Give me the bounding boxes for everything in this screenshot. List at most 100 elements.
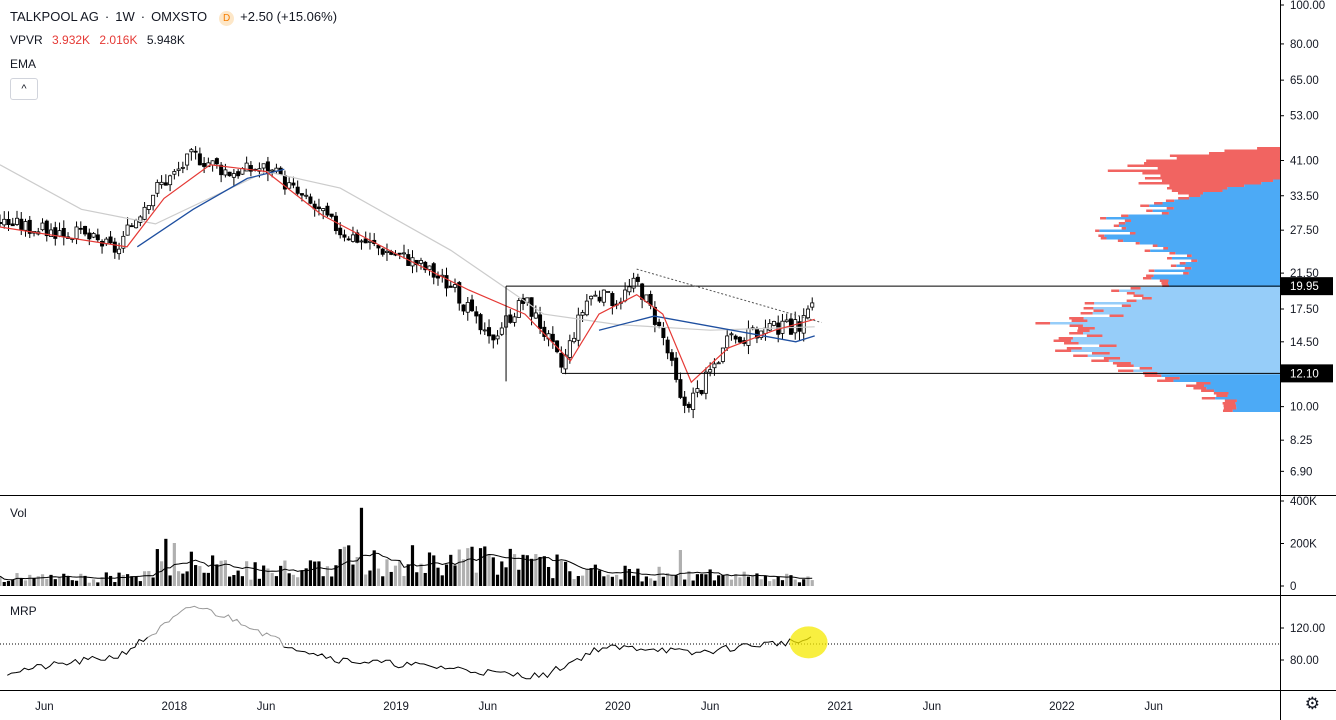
volume-profile-up-row	[1078, 342, 1280, 345]
candle-body	[767, 323, 772, 331]
volume-bar	[330, 576, 334, 586]
volume-profile-down-row	[1091, 352, 1110, 355]
volume-profile-down-row	[1186, 384, 1205, 387]
candle-body	[631, 277, 636, 289]
volume-bar	[683, 579, 687, 586]
volume-profile-down-row	[1086, 334, 1103, 337]
volume-bar	[759, 579, 763, 586]
candle-body	[329, 213, 334, 217]
symbol-name[interactable]: TALKPOOL AG	[10, 9, 99, 24]
candle-body	[567, 340, 572, 358]
volume-bar	[368, 570, 372, 586]
candle-body	[108, 236, 113, 244]
candle-body	[172, 171, 177, 175]
volume-bar	[253, 562, 257, 586]
candle-body	[342, 234, 347, 238]
volume-bar	[53, 579, 57, 586]
collapse-legend-button[interactable]: ^	[10, 78, 38, 100]
volume-bar	[780, 580, 785, 586]
candle-body	[427, 265, 432, 270]
volume-bar	[334, 565, 338, 586]
volume-profile-down-row	[1069, 332, 1084, 335]
volume-bar	[623, 565, 627, 586]
volume-bar	[104, 572, 108, 586]
volume-bar	[755, 573, 759, 586]
volume-bar	[525, 555, 529, 586]
volume-profile-up-row	[1126, 227, 1280, 230]
volume-bar	[785, 573, 789, 586]
candle-body	[23, 221, 28, 231]
ema-legend[interactable]: EMA	[10, 57, 42, 71]
volume-bar	[49, 574, 53, 586]
interval[interactable]: 1W	[115, 9, 135, 24]
volume-bar	[704, 574, 708, 586]
candle-body	[397, 252, 402, 255]
price-marker	[1281, 277, 1333, 296]
candle-body	[457, 282, 462, 304]
candle-body	[176, 168, 181, 171]
volume-profile-up-row	[1153, 274, 1280, 277]
volume-profile-down-row	[1184, 267, 1192, 270]
volume-profile-up-row	[1071, 349, 1280, 352]
candle-body	[674, 357, 679, 380]
candle-body	[563, 354, 568, 370]
volume-profile-up-row	[1083, 317, 1280, 320]
vpvr-legend[interactable]: VPVR 3.932K 2.016K 5.948K	[10, 33, 191, 47]
volume-bar	[130, 576, 134, 586]
volume-bar	[712, 580, 717, 586]
gear-icon[interactable]: ⚙	[1304, 694, 1320, 713]
volume-bar	[746, 576, 751, 586]
volume-bar	[215, 564, 219, 586]
volume-profile-down-row	[1169, 252, 1176, 255]
volume-bar	[678, 550, 682, 586]
candle-body	[338, 227, 343, 236]
volume-bar	[11, 579, 15, 586]
volume-bar	[177, 571, 181, 586]
volume-profile-up-row	[1222, 189, 1280, 192]
candle-body	[669, 352, 674, 361]
volume-bar	[593, 564, 597, 586]
candle-body	[142, 206, 147, 220]
volume-bar	[491, 557, 495, 586]
volume-profile-down-row	[1196, 382, 1211, 385]
volume-bar	[202, 572, 206, 586]
volume-profile-down-row	[1071, 319, 1088, 322]
time-tick-label: Jun	[35, 701, 54, 713]
volume-profile-up-row	[1092, 312, 1280, 315]
volume-tick-label: 0	[1290, 581, 1296, 593]
candle-body	[580, 312, 585, 316]
candle-body	[465, 302, 470, 313]
volume-profile-down-row	[1166, 207, 1174, 210]
volume-profile-up-row	[1136, 299, 1280, 302]
volume-bar	[168, 575, 172, 586]
candle-body	[91, 233, 96, 238]
volume-profile-up-row	[1227, 187, 1280, 190]
candle-body	[87, 232, 92, 240]
volume-bar	[245, 561, 249, 586]
volume-profile-up-row	[1162, 202, 1280, 205]
candle-body	[346, 238, 351, 241]
candle-body	[729, 333, 734, 336]
volume-bar	[751, 574, 755, 586]
candle-body	[682, 396, 687, 406]
candle-body	[316, 206, 321, 210]
candle-body	[572, 337, 577, 343]
volume-bar	[87, 582, 91, 586]
volume-bar	[695, 574, 700, 586]
volume-bar	[453, 565, 457, 586]
volume-bar	[219, 560, 223, 586]
volume-bar	[691, 580, 695, 586]
volume-bar	[19, 578, 23, 586]
volume-bar	[0, 576, 2, 586]
volume-bar	[57, 576, 62, 586]
volume-bar	[28, 574, 32, 586]
volume-bar	[568, 571, 572, 586]
candle-body	[436, 275, 441, 279]
candle-body	[78, 227, 83, 230]
time-tick-label: 2020	[605, 701, 631, 713]
volume-profile-down-row	[1084, 302, 1095, 305]
volume-profile-up-row	[1083, 332, 1280, 335]
candle-body	[691, 392, 696, 411]
volume-profile-down-row	[1159, 279, 1169, 282]
